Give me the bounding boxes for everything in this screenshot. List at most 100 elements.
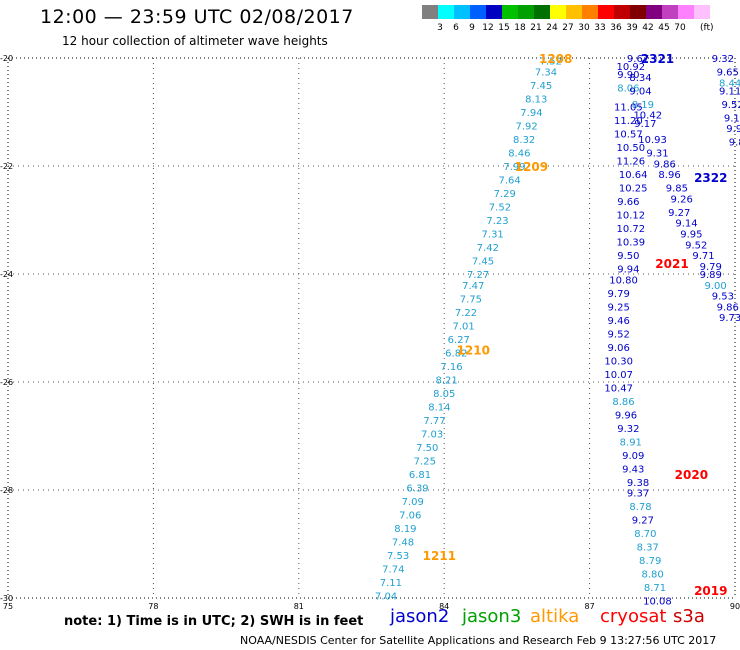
swh-value: 9.65 xyxy=(717,68,739,79)
swh-value: 7.92 xyxy=(515,122,537,133)
swh-value: 9.73 xyxy=(719,313,740,324)
colorbar-label: 6 xyxy=(453,23,459,33)
data-points: 7.527.347.458.137.947.928.328.467.997.64… xyxy=(375,54,740,608)
swh-value: 9.52 xyxy=(608,329,630,340)
swh-value: 8.21 xyxy=(435,375,457,386)
swh-value: 9.85 xyxy=(666,184,688,195)
swh-value: 9.66 xyxy=(617,197,639,208)
time-label: 1210 xyxy=(457,344,490,358)
swh-value: 10.07 xyxy=(604,370,633,381)
swh-value: 9.80 xyxy=(729,138,740,149)
x-tick-label: 90 xyxy=(730,602,740,611)
swh-value: 7.31 xyxy=(482,230,504,241)
colorbar-swatch xyxy=(518,5,534,19)
legend-altika: altika xyxy=(530,606,580,627)
swh-value: 8.78 xyxy=(629,502,651,513)
time-label: 2020 xyxy=(675,468,708,482)
x-tick-label: 84 xyxy=(439,602,449,611)
note-text: note: 1) Time is in UTC; 2) SWH is in fe… xyxy=(64,614,364,629)
swh-value: 9.00 xyxy=(704,281,726,292)
swh-value: 7.75 xyxy=(460,294,482,305)
swh-value: 8.05 xyxy=(433,389,455,400)
swh-value: 7.52 xyxy=(489,203,511,214)
swh-value: 8.14 xyxy=(428,402,450,413)
colorbar-label: 33 xyxy=(594,23,605,33)
swh-value: 7.23 xyxy=(486,216,508,227)
y-tick-label: -22 xyxy=(0,162,13,171)
swh-value: 9.86 xyxy=(654,159,676,170)
swh-value: 7.52 xyxy=(540,57,562,68)
swh-value: 8.96 xyxy=(658,170,680,181)
swh-value: 10.93 xyxy=(638,135,667,146)
swh-value: 9.43 xyxy=(622,464,644,475)
swh-value: 7.50 xyxy=(416,443,438,454)
colorbar-swatch xyxy=(614,5,630,19)
colorbar-swatch xyxy=(502,5,518,19)
swh-value: 9.25 xyxy=(608,302,630,313)
swh-value: 7.06 xyxy=(399,510,421,521)
swh-value: 9.79 xyxy=(608,289,630,300)
swh-value: 10.92 xyxy=(616,62,645,73)
colorbar-swatch xyxy=(694,5,710,19)
swh-value: 9.09 xyxy=(622,451,644,462)
swh-value: 7.03 xyxy=(421,429,443,440)
swh-value: 9.10 xyxy=(724,113,740,124)
time-label: 1211 xyxy=(423,549,456,563)
colorbar-swatch xyxy=(422,5,438,19)
swh-value: 9.26 xyxy=(671,194,693,205)
colorbar-swatch xyxy=(598,5,614,19)
swh-value: 7.01 xyxy=(452,321,474,332)
swh-value: 11.20 xyxy=(614,116,643,127)
footer-credit: NOAA/NESDIS Center for Satellite Applica… xyxy=(240,634,717,647)
swh-value: 7.94 xyxy=(520,108,542,119)
swh-value: 9.71 xyxy=(692,251,714,262)
colorbar-label: 24 xyxy=(546,23,558,33)
x-tick-label: 81 xyxy=(294,602,304,611)
chart-subtitle: 12 hour collection of altimeter wave hei… xyxy=(62,34,328,48)
swh-value: 7.16 xyxy=(440,362,462,373)
colorbar-label: 15 xyxy=(498,23,509,33)
swh-value: 7.74 xyxy=(382,564,404,575)
swh-value: 7.53 xyxy=(387,551,409,562)
swh-value: 6.82 xyxy=(445,348,467,359)
swh-value: 11.05 xyxy=(614,103,643,114)
colorbar-label: 21 xyxy=(530,23,541,33)
swh-value: 8.71 xyxy=(644,583,666,594)
swh-value: 7.09 xyxy=(402,497,424,508)
colorbar-label: 42 xyxy=(642,23,653,33)
swh-value: 9.46 xyxy=(608,316,630,327)
x-tick-label: 87 xyxy=(585,602,595,611)
colorbar-swatch xyxy=(582,5,598,19)
swh-value: 9.27 xyxy=(668,208,690,219)
swh-value: 8.13 xyxy=(525,95,547,106)
swh-value: 8.79 xyxy=(639,556,661,567)
y-tick-label: -26 xyxy=(0,378,13,387)
time-label: 2322 xyxy=(694,171,727,185)
colorbar-swatch xyxy=(470,5,486,19)
x-tick-label: 78 xyxy=(148,602,158,611)
colorbar-label: 70 xyxy=(674,23,686,33)
swh-value: 10.64 xyxy=(619,170,648,181)
swh-value: 10.25 xyxy=(619,184,648,195)
swh-value: 10.80 xyxy=(609,275,638,286)
swh-value: 10.42 xyxy=(633,111,662,122)
swh-value: 7.42 xyxy=(477,243,499,254)
swh-value: 10.08 xyxy=(643,597,672,608)
colorbar-label: 12 xyxy=(482,23,493,33)
swh-value: 10.57 xyxy=(614,130,643,141)
colorbar-label: 9 xyxy=(469,23,475,33)
swh-value: 10.12 xyxy=(616,211,645,222)
y-tick-label: -20 xyxy=(0,54,13,63)
time-label: 2019 xyxy=(694,584,727,598)
swh-value: 7.29 xyxy=(494,189,516,200)
swh-value: 8.19 xyxy=(632,100,654,111)
time-label: 1208 xyxy=(539,52,572,66)
colorbar-label: 27 xyxy=(562,23,573,33)
swh-value: 10.30 xyxy=(604,356,633,367)
colorbar-label: 36 xyxy=(610,23,622,33)
swh-value: 8.19 xyxy=(394,524,416,535)
swh-value: 9.50 xyxy=(617,251,639,262)
swh-value: 9.14 xyxy=(675,219,697,230)
swh-value: 9.37 xyxy=(627,489,649,500)
colorbar-label: 30 xyxy=(578,23,590,33)
